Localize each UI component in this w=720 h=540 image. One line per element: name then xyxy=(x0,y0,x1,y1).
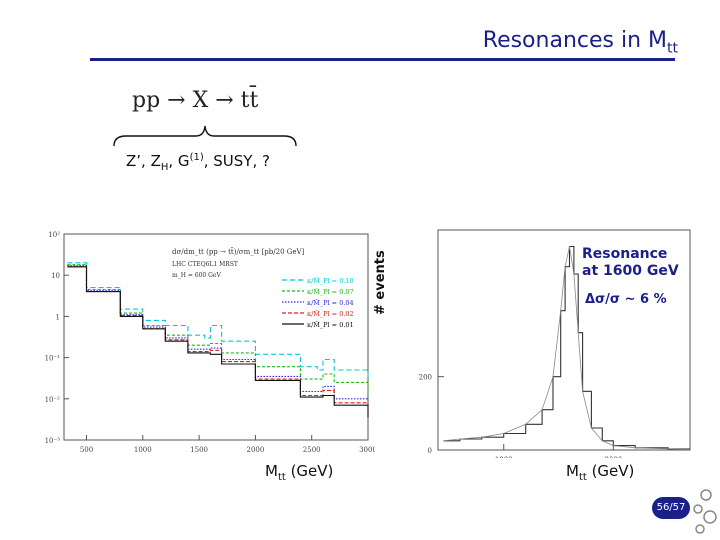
plot-right-xtick-label: 2000 xyxy=(604,456,622,458)
candidates-text-3: , SUSY, ? xyxy=(203,152,270,170)
candidates-sub: H xyxy=(160,162,169,173)
resonance-candidates: Z’, ZH, G(1), SUSY, ? xyxy=(126,152,270,173)
plot-left-ytick-label: 10 xyxy=(51,272,60,280)
plot-left-xlabel-sub: tt xyxy=(277,472,286,483)
plot-left-legend-label: κ/M̄_Pl = 0.02 xyxy=(307,309,354,318)
mtt-spectrum-plot: 10² 10 1 10⁻¹ 10⁻² 10⁻³ 500 1000 1500 2000 2500 30… xyxy=(45,231,375,454)
plot-left-series-line xyxy=(67,266,369,418)
plot-left-legend-label: κ/M̄_Pl = 0.01 xyxy=(307,320,354,329)
page-number-badge: 56/57 xyxy=(652,497,690,519)
plot-left-legend-label: κ/M̄_Pl = 0.07 xyxy=(307,287,354,296)
plot-left-xtick-label: 3000 xyxy=(359,446,375,454)
slide-title: Resonances in Mtt xyxy=(483,28,678,56)
plot-right-fit-curve xyxy=(443,246,691,450)
plot-left-ytick-label: 1 xyxy=(56,313,60,321)
plot-left-xtick-label: 1000 xyxy=(134,446,152,454)
plot-right-ylabel: # events xyxy=(373,250,388,315)
plot-left-legend-label: κ/M̄_Pl = 0.04 xyxy=(307,298,354,307)
slide-title-subscript: tt xyxy=(667,40,678,57)
plot-right-ytick-label: 0 xyxy=(428,447,432,455)
plot-left-xtick-label: 2000 xyxy=(246,446,264,454)
candidates-text-1: Z’, Z xyxy=(126,152,161,170)
plot-left-ytick-label: 10⁻¹ xyxy=(45,355,61,363)
plot-right-xlabel-unit: (GeV) xyxy=(591,462,635,480)
plot-right-xlabel: Mtt (GeV) xyxy=(566,462,634,483)
candidates-sup: (1) xyxy=(189,152,204,163)
plot-left-legend-label: κ/M̄_Pl = 0.10 xyxy=(307,276,354,285)
plot-left-xlabel-main: M xyxy=(265,462,278,480)
curly-brace xyxy=(113,125,297,147)
event-histogram-plot: 0 200 1000 2000 xyxy=(419,229,691,458)
process-equation: pp → X → tt̄ xyxy=(132,88,259,113)
slide-title-text: Resonances in M xyxy=(482,28,668,53)
plot-right-xlabel-main: M xyxy=(566,462,579,480)
plot-right-xlabel-sub: tt xyxy=(578,472,587,483)
plot-left-frame xyxy=(63,233,369,441)
plot-right-ytick-label: 200 xyxy=(419,374,432,382)
title-underline xyxy=(90,58,675,61)
resonance-width-annotation: Δσ/σ ~ 6 % xyxy=(585,292,667,307)
resonance-line-1: Resonance xyxy=(582,246,668,262)
plot-left-header3: m_H = 600 GeV xyxy=(172,272,221,279)
plot-left-series-line xyxy=(67,262,369,380)
plot-right-frame xyxy=(437,229,691,451)
plot-left-header2: LHC CTEQ6L1 MRST xyxy=(172,261,238,268)
resonance-annotation: Resonance at 1600 GeV xyxy=(582,246,679,280)
navigation-dots-icon xyxy=(693,489,717,534)
plot-left-xtick-label: 1500 xyxy=(190,446,208,454)
plot-left-series-line xyxy=(67,266,369,416)
plot-left-xtick-label: 500 xyxy=(80,446,93,454)
resonance-line-2: at 1600 GeV xyxy=(582,263,679,279)
plot-left-xlabel-unit: (GeV) xyxy=(290,462,334,480)
plot-right-xtick-label: 1000 xyxy=(495,456,513,458)
plot-left-xtick-label: 2500 xyxy=(303,446,321,454)
plot-left-ytick-label: 10⁻² xyxy=(45,396,61,404)
plot-left-header: dσ/dm_tt (pp → tt̄)/σm_tt [pb/20 GeV] xyxy=(172,246,305,256)
candidates-text-2: , G xyxy=(168,152,190,170)
plot-left-ytick-label: 10² xyxy=(48,231,60,239)
plot-left-ytick-label: 10⁻³ xyxy=(45,437,61,445)
plot-left-xlabel: Mtt (GeV) xyxy=(265,462,333,483)
